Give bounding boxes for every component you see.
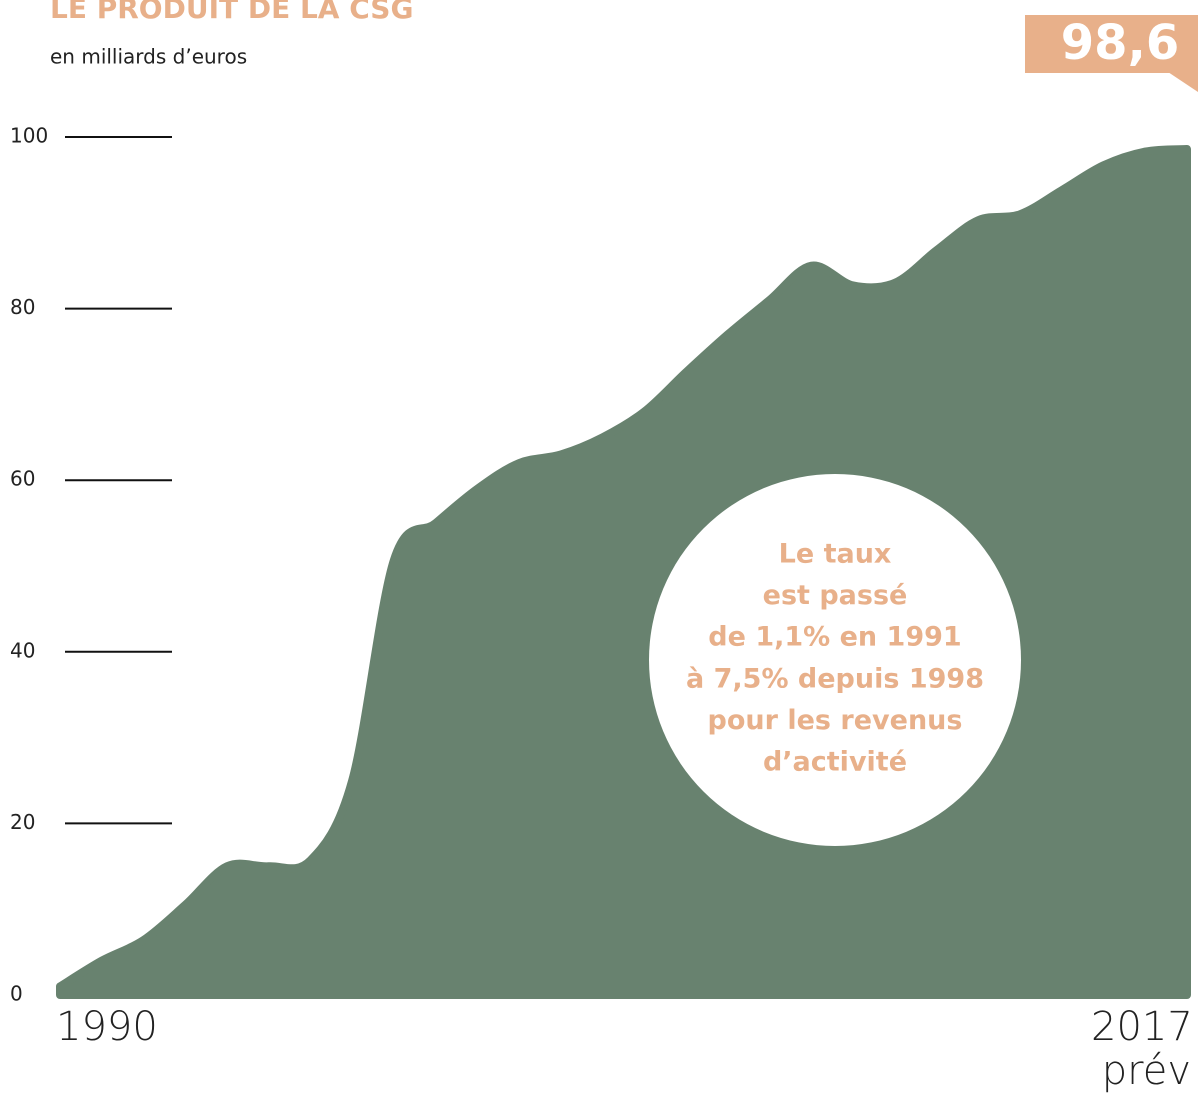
x-tick-label: 2017 prév	[1091, 1004, 1193, 1094]
annotation-line: est passé	[763, 580, 908, 611]
annotation-line: pour les revenus	[708, 705, 963, 736]
x-tick-label: 1990	[56, 1004, 158, 1050]
annotation-line: Le taux	[779, 539, 892, 570]
value-label: 98,6	[1061, 15, 1179, 71]
y-tick-label: 80	[10, 295, 35, 319]
value-tag	[1025, 15, 1198, 73]
y-tick-label: 40	[10, 638, 35, 662]
annotation-line: à 7,5% depuis 1998	[686, 663, 984, 694]
y-tick-label: 100	[10, 124, 48, 148]
y-tick-label: 0	[10, 982, 23, 1006]
value-tag-pointer	[1168, 72, 1198, 92]
annotation-line: d’activité	[763, 747, 907, 778]
annotation-line: de 1,1% en 1991	[708, 622, 961, 653]
y-tick-label: 60	[10, 467, 35, 491]
chart-title: LE PRODUIT DE LA CSG	[50, 0, 413, 25]
chart-subtitle: en milliards d’euros	[50, 45, 247, 69]
y-tick-label: 20	[10, 810, 35, 834]
area	[56, 145, 1191, 999]
annotation-circle	[649, 474, 1021, 846]
